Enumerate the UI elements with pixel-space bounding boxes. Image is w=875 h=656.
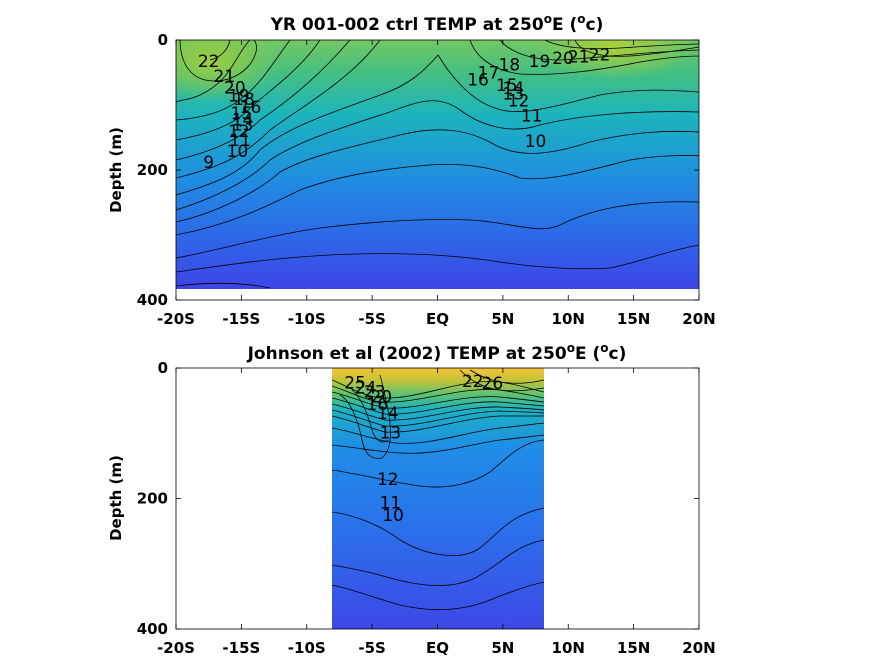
contour-label: 26 xyxy=(482,374,504,394)
y-tick-label: 400 xyxy=(137,620,168,638)
panel-1-y-ticks: 0 200 400 xyxy=(137,31,699,309)
x-tick-label: EQ xyxy=(426,639,449,656)
contour-label: 24 xyxy=(355,379,377,399)
x-tick-label: -15S xyxy=(222,310,260,328)
panel-1: YR 001-002 ctrl TEMP at 250oE (oc) xyxy=(107,12,716,328)
contour-label: 14 xyxy=(232,110,254,130)
contour-label: 11 xyxy=(229,131,251,151)
contour-label: 21 xyxy=(214,67,236,87)
panel-1-x-ticks: -20S -15S -10S -5S EQ 5N 10N 15N 20N xyxy=(157,40,716,328)
x-tick-label: 5N xyxy=(491,310,514,328)
contour-label: 11 xyxy=(521,106,543,126)
contour-label: 18 xyxy=(233,90,255,110)
x-tick-label: 10N xyxy=(552,310,585,328)
panel-1-ylabel: Depth (m) xyxy=(107,127,125,213)
y-tick-label: 400 xyxy=(137,291,168,309)
panel-2: Johnson et al (2002) TEMP at 250oE (oc) … xyxy=(107,341,716,656)
contour-label: 12 xyxy=(508,91,530,111)
contour-label: 21 xyxy=(568,47,590,67)
x-tick-label: 20N xyxy=(682,639,715,656)
contour-label: 12 xyxy=(377,470,399,490)
panel-2-ylabel: Depth (m) xyxy=(107,455,125,541)
x-tick-label: 20N xyxy=(682,310,715,328)
contour-label: 10 xyxy=(525,132,547,152)
contour-label: 9 xyxy=(203,153,214,173)
panel-2-y-ticks: 0 200 400 xyxy=(137,359,699,638)
contour-label: 14 xyxy=(377,404,399,424)
contour-label: 23 xyxy=(364,382,386,402)
contour-label: 15 xyxy=(496,76,518,96)
x-tick-label: -5S xyxy=(358,639,385,656)
contour-label: 19 xyxy=(228,86,250,106)
contour-label: 18 xyxy=(499,56,521,76)
contour-label: 10 xyxy=(382,506,404,526)
contour-label: 10 xyxy=(227,142,249,162)
contour-label: 16 xyxy=(367,395,389,415)
contour-label: 14 xyxy=(503,79,525,99)
x-tick-label: -10S xyxy=(288,639,326,656)
contour-label: 22 xyxy=(462,372,484,392)
y-tick-label: 200 xyxy=(137,490,168,508)
x-tick-label: -15S xyxy=(222,639,260,656)
contour-label: 20 xyxy=(552,49,574,69)
panel-2-x-ticks: -20S -15S -10S -5S EQ 5N 10N 15N 20N xyxy=(157,368,716,656)
contour-label: 11 xyxy=(380,493,402,513)
x-tick-label: 5N xyxy=(491,639,514,656)
panel-1-title: YR 001-002 ctrl TEMP at 250oE (oc) xyxy=(270,12,604,35)
x-tick-label: EQ xyxy=(426,310,449,328)
x-tick-label: -20S xyxy=(157,639,195,656)
contour-label: 22 xyxy=(198,52,220,72)
contour-label: 22 xyxy=(589,45,611,65)
contour-label: 20 xyxy=(370,388,392,408)
contour-label: 17 xyxy=(478,64,500,84)
contour-label: 13 xyxy=(503,84,525,104)
panel-2-contours xyxy=(332,369,544,611)
x-tick-label: -5S xyxy=(358,310,385,328)
y-tick-label: 200 xyxy=(137,161,168,179)
x-tick-label: 15N xyxy=(617,310,650,328)
panel-2-title: Johnson et al (2002) TEMP at 250oE (oc) xyxy=(247,341,627,364)
y-tick-label: 0 xyxy=(158,31,168,49)
contour-label: 20 xyxy=(224,78,246,98)
x-tick-label: -20S xyxy=(157,310,195,328)
x-tick-label: 15N xyxy=(617,639,650,656)
y-tick-label: 0 xyxy=(158,359,168,377)
contour-label: 13 xyxy=(232,116,254,136)
contour-label: 13 xyxy=(380,424,402,444)
contour-label: 12 xyxy=(228,122,250,142)
panel-1-contours xyxy=(176,40,699,289)
x-tick-label: -10S xyxy=(288,310,326,328)
contour-label: 16 xyxy=(467,71,489,91)
contour-label: 16 xyxy=(240,98,262,118)
contour-label: 25 xyxy=(344,373,366,393)
contour-label: 19 xyxy=(529,52,551,72)
x-tick-label: 10N xyxy=(552,639,585,656)
contour-label: 15 xyxy=(231,104,253,124)
